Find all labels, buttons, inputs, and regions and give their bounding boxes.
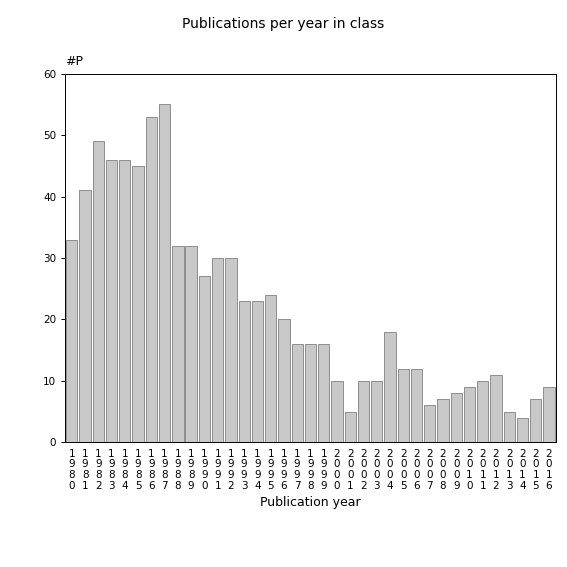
Bar bbox=[172, 246, 184, 442]
Bar bbox=[477, 381, 488, 442]
Bar bbox=[331, 381, 342, 442]
Text: Publications per year in class: Publications per year in class bbox=[183, 17, 384, 31]
Bar bbox=[146, 117, 157, 442]
Bar bbox=[490, 375, 502, 442]
Bar bbox=[265, 295, 276, 442]
Bar bbox=[133, 166, 144, 442]
Bar bbox=[503, 412, 515, 442]
Bar bbox=[384, 332, 396, 442]
Bar bbox=[437, 399, 448, 442]
Bar bbox=[119, 160, 130, 442]
Bar bbox=[291, 344, 303, 442]
Bar bbox=[305, 344, 316, 442]
Bar bbox=[397, 369, 409, 442]
Bar bbox=[185, 246, 197, 442]
Bar bbox=[358, 381, 369, 442]
Bar bbox=[451, 393, 462, 442]
Bar bbox=[252, 301, 263, 442]
Bar bbox=[79, 191, 91, 442]
Bar bbox=[93, 141, 104, 442]
Bar bbox=[530, 399, 541, 442]
Bar bbox=[318, 344, 329, 442]
Bar bbox=[66, 239, 78, 442]
Bar bbox=[424, 405, 435, 442]
Bar bbox=[411, 369, 422, 442]
Bar bbox=[212, 258, 223, 442]
Bar bbox=[543, 387, 555, 442]
Bar bbox=[345, 412, 356, 442]
X-axis label: Publication year: Publication year bbox=[260, 497, 361, 510]
Bar bbox=[464, 387, 475, 442]
Bar bbox=[517, 418, 528, 442]
Bar bbox=[225, 258, 236, 442]
Bar bbox=[106, 160, 117, 442]
Bar bbox=[159, 104, 170, 442]
Bar bbox=[371, 381, 382, 442]
Bar bbox=[239, 301, 250, 442]
Bar bbox=[199, 277, 210, 442]
Text: #P: #P bbox=[65, 55, 83, 68]
Bar bbox=[278, 319, 290, 442]
